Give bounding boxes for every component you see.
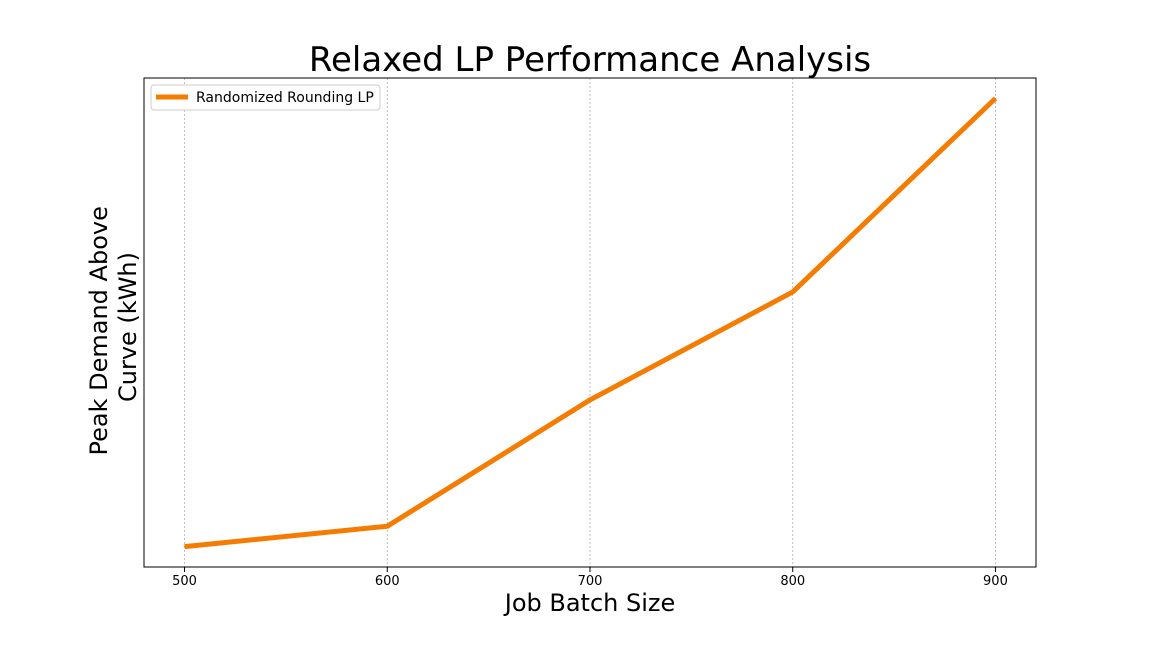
legend: Randomized Rounding LP (150, 84, 381, 111)
x-axis-label: Job Batch Size (503, 589, 676, 617)
y-axis-label: Peak Demand Above Curve (kWh) (85, 199, 142, 456)
legend-label-randomized-rounding-lp: Randomized Rounding LP (196, 90, 374, 106)
chart-title: Relaxed LP Performance Analysis (309, 40, 871, 80)
x-tick-label: 800 (780, 574, 805, 589)
x-tick-label: 700 (578, 574, 603, 589)
x-axis-ticks: 500 600 700 800 900 (172, 567, 1008, 589)
legend-box (150, 84, 381, 111)
x-tick-label: 500 (172, 574, 197, 589)
data-point (386, 525, 388, 527)
x-tick-label: 600 (375, 574, 400, 589)
data-point (792, 291, 794, 293)
data-point (994, 97, 996, 99)
data-point (589, 399, 591, 401)
y-axis-label-line-1: Peak Demand Above (85, 206, 113, 455)
grid-lines (184, 78, 996, 567)
series-layer (184, 96, 998, 550)
y-axis-label-line-2: Curve (kWh) (114, 252, 142, 402)
x-tick-label: 900 (983, 574, 1008, 589)
data-point (184, 546, 186, 548)
